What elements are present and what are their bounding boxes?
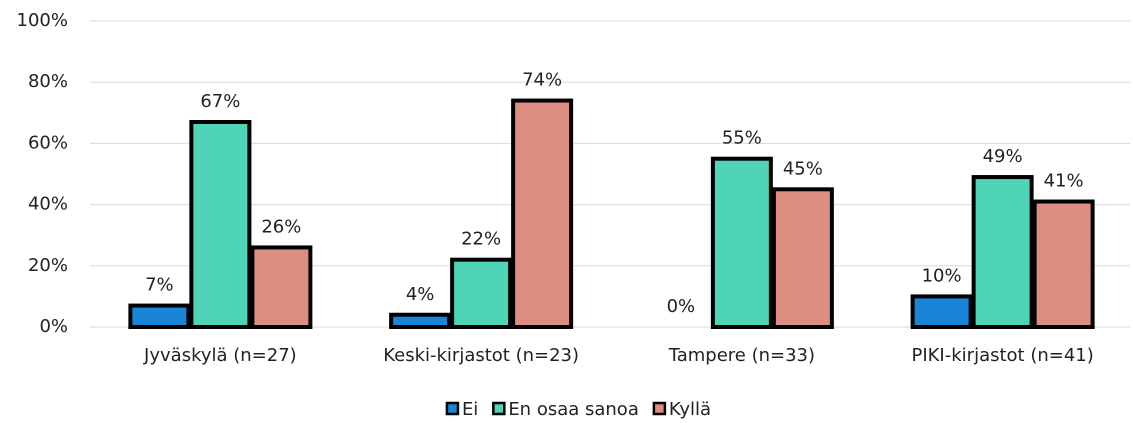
y-tick-label: 80% — [28, 71, 68, 92]
y-tick-label: 20% — [28, 255, 68, 276]
data-label: 67% — [200, 91, 240, 112]
bar — [1032, 199, 1095, 329]
data-label: 55% — [722, 128, 762, 149]
data-label: 26% — [261, 216, 301, 237]
bar — [710, 156, 773, 329]
data-label: 49% — [983, 146, 1023, 167]
data-label: 0% — [667, 296, 696, 317]
legend-label: Kyllä — [669, 399, 711, 420]
legend-label: Ei — [462, 399, 478, 420]
bar — [971, 175, 1034, 329]
data-label: 7% — [145, 275, 174, 296]
y-tick-label: 100% — [17, 10, 68, 31]
y-tick-label: 0% — [39, 316, 68, 337]
data-label: 74% — [522, 70, 562, 91]
bar — [128, 303, 191, 329]
data-label: 22% — [461, 229, 501, 250]
bar — [511, 98, 574, 329]
data-label: 4% — [406, 284, 435, 305]
legend-swatch — [492, 401, 506, 416]
bar — [450, 257, 513, 329]
bar — [250, 245, 313, 329]
bar — [771, 187, 834, 329]
bar — [389, 312, 452, 330]
y-tick-label: 40% — [28, 194, 68, 215]
y-tick-label: 60% — [28, 132, 68, 153]
data-label: 41% — [1044, 171, 1084, 192]
legend-swatch — [652, 401, 667, 416]
data-label: 45% — [783, 158, 823, 179]
x-tick-label: PIKI-kirjastot (n=41) — [911, 345, 1093, 366]
bar — [910, 294, 973, 329]
x-tick-label: Tampere (n=33) — [668, 345, 815, 366]
x-tick-label: Jyväskylä (n=27) — [143, 345, 297, 366]
legend-swatch — [445, 401, 460, 416]
legend-label: En osaa sanoa — [508, 399, 639, 420]
bar — [189, 119, 252, 330]
data-label: 10% — [922, 265, 962, 286]
x-tick-label: Keski-kirjastot (n=23) — [383, 345, 579, 366]
